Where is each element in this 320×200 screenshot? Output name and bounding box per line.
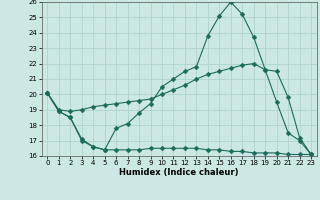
X-axis label: Humidex (Indice chaleur): Humidex (Indice chaleur) (119, 168, 239, 177)
